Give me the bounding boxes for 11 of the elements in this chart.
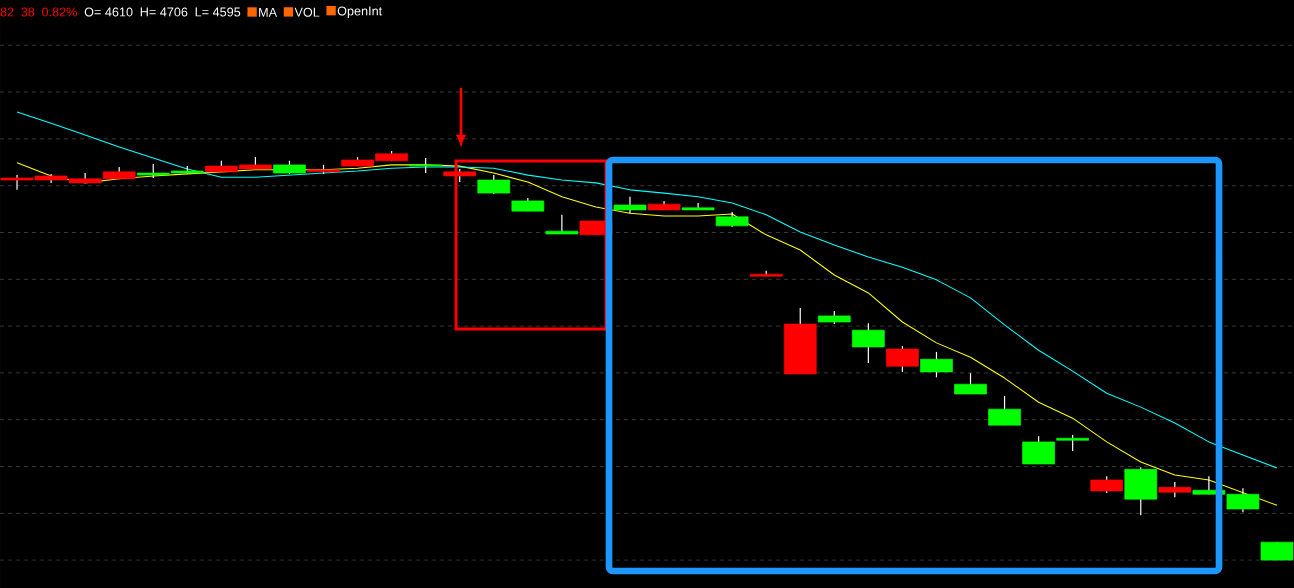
candlestick	[681, 202, 715, 211]
text: 38	[21, 7, 35, 17]
text: O= 4610	[84, 7, 133, 17]
text: 0.82%	[42, 7, 77, 17]
text: MA	[259, 7, 278, 17]
text: VOL	[294, 7, 320, 17]
candlestick	[613, 196, 647, 214]
text: L= 4595	[195, 7, 241, 17]
text: 82	[0, 7, 14, 17]
text: OpenInt	[337, 6, 383, 18]
text: H= 4706	[140, 7, 188, 17]
